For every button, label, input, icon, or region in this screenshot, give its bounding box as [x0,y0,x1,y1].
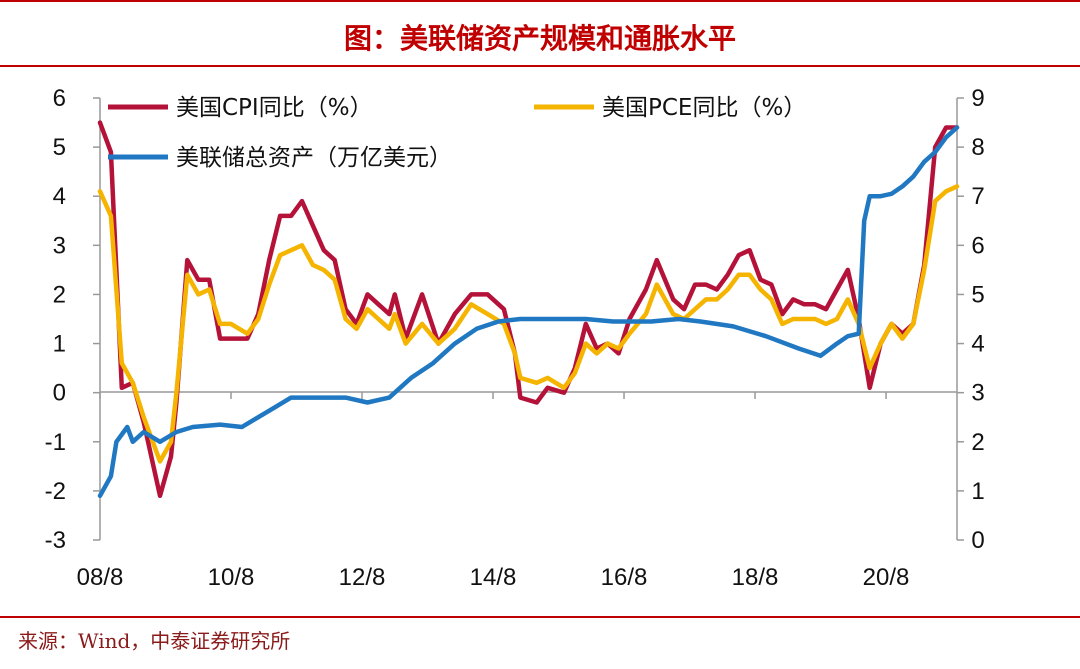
x-tick-label: 18/8 [732,564,779,591]
x-tick-label: 16/8 [601,564,648,591]
x-axis-ticks: 08/8 10/8 12/8 14/8 16/8 18/8 20/8 [77,392,910,591]
left-tick-label: -2 [45,478,66,505]
legend-item-cpi: 美国CPI同比（%） [108,95,373,121]
x-tick-label: 12/8 [339,564,386,591]
legend-item-pce: 美国PCE同比（%） [534,95,806,121]
x-tick-label: 10/8 [208,564,255,591]
left-tick-label: 1 [53,331,66,358]
right-tick-label: 2 [971,429,984,456]
series-layer [97,120,960,499]
left-tick-label: 3 [53,232,66,259]
left-tick-label: 4 [53,183,66,210]
left-tick-label: 5 [53,134,66,161]
legend-item-fed-assets: 美联储总资产（万亿美元） [108,145,452,171]
right-tick-label: 0 [971,527,984,554]
legend-label-fed-assets: 美联储总资产（万亿美元） [176,145,452,171]
right-tick-label: 5 [971,281,984,308]
left-tick-label: 0 [53,380,66,407]
right-tick-label: 6 [971,232,984,259]
right-tick-label: 4 [971,331,984,358]
legend-label-pce: 美国PCE同比（%） [602,95,806,121]
plot-frame [99,98,958,540]
right-tick-label: 1 [971,478,984,505]
right-tick-label: 9 [971,85,984,112]
left-axis-ticks: 6 5 4 3 2 1 0 -1 -2 -3 [45,85,100,554]
left-tick-label: -3 [45,527,66,554]
right-tick-label: 3 [971,380,984,407]
chart-title: 图：美联储资产规模和通胀水平 [344,22,736,55]
left-tick-label: 6 [53,85,66,112]
legend-label-cpi: 美国CPI同比（%） [176,95,373,121]
x-tick-label: 08/8 [77,564,124,591]
cpi-line [97,120,960,499]
left-tick-label: -1 [45,429,66,456]
fed-assets-line [97,125,960,499]
left-tick-label: 2 [53,281,66,308]
x-tick-label: 20/8 [863,564,910,591]
right-tick-label: 7 [971,183,984,210]
source-note: 来源：Wind，中泰证券研究所 [18,629,290,653]
legend: 美国CPI同比（%） 美国PCE同比（%） 美联储总资产（万亿美元） [108,95,806,171]
x-tick-label: 14/8 [470,564,517,591]
right-tick-label: 8 [971,134,984,161]
pce-line [97,184,960,464]
right-axis-ticks: 9 8 7 6 5 4 3 2 1 0 [957,85,985,554]
